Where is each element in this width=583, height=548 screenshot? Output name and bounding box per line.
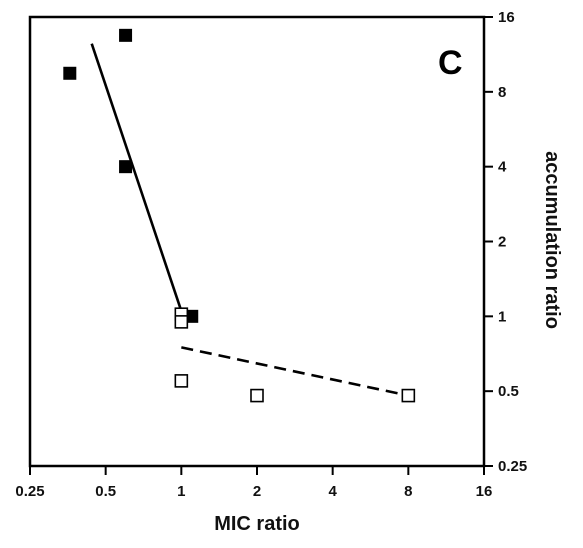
data-points — [63, 28, 416, 403]
y-tick-label: 0.5 — [498, 383, 519, 400]
panel-label: C — [438, 44, 463, 82]
filled-square-point — [119, 28, 133, 42]
x-tick-label: 0.5 — [95, 483, 116, 500]
filled-square-point — [63, 66, 77, 80]
y-tick-label: 1 — [498, 308, 506, 325]
y-axis-label: accumulation ratio — [541, 151, 563, 329]
open-square-point — [174, 374, 189, 388]
x-tick-label: 8 — [404, 483, 412, 500]
y-axis-ticks: 0.25 0.5 1 2 4 8 16 — [484, 9, 527, 475]
y-tick-label: 0.25 — [498, 458, 527, 475]
dashed-fit-line — [181, 346, 409, 397]
x-tick-label: 4 — [328, 483, 337, 500]
x-tick-label: 2 — [253, 483, 261, 500]
x-axis-ticks: 0.25 0.5 1 2 4 8 16 — [15, 466, 492, 500]
x-tick-label: 1 — [177, 483, 185, 500]
open-square-point — [174, 315, 189, 329]
fit-lines — [90, 43, 409, 397]
x-axis-label: MIC ratio — [214, 513, 300, 535]
open-square-point — [250, 388, 264, 403]
y-tick-label: 4 — [498, 159, 507, 176]
y-tick-label: 2 — [498, 234, 506, 251]
y-tick-label: 8 — [498, 84, 506, 101]
y-tick-label: 16 — [498, 9, 515, 26]
open-square-point — [401, 388, 416, 403]
x-tick-label: 16 — [476, 483, 493, 500]
filled-square-point — [119, 160, 133, 174]
x-tick-label: 0.25 — [15, 483, 44, 500]
solid-fit-line — [90, 43, 183, 312]
